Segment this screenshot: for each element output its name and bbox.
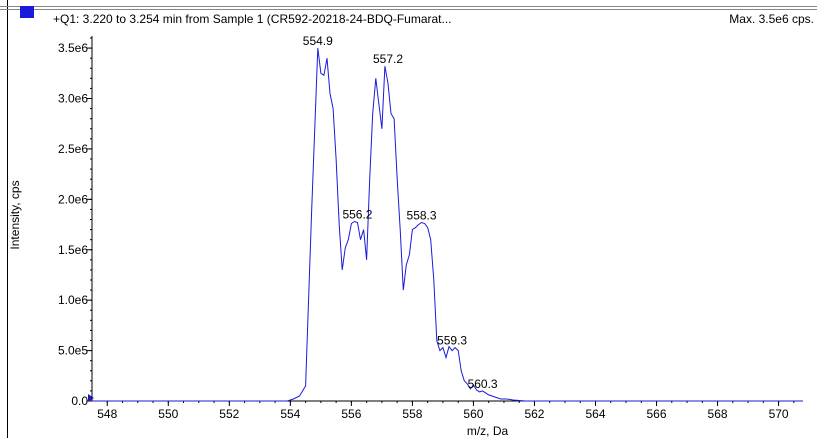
window-left-border bbox=[7, 0, 8, 438]
trace-color-marker bbox=[20, 6, 34, 18]
y-tick-label: 2.0e6 bbox=[58, 192, 88, 206]
peak-label: 558.3 bbox=[407, 209, 437, 223]
x-tick-label: 556 bbox=[341, 407, 361, 421]
y-tick-label: 2.5e6 bbox=[58, 142, 88, 156]
peak-label: 556.2 bbox=[342, 208, 372, 222]
origin-marker-icon bbox=[88, 394, 94, 402]
x-tick-label: 564 bbox=[585, 407, 605, 421]
x-tick-label: 568 bbox=[708, 407, 728, 421]
x-tick-label: 558 bbox=[402, 407, 422, 421]
x-tick-label: 566 bbox=[647, 407, 667, 421]
x-axis-title: m/z, Da bbox=[467, 424, 509, 438]
header-rule-2 bbox=[0, 9, 817, 10]
y-tick-label: 1.0e6 bbox=[58, 293, 88, 307]
x-tick-label: 560 bbox=[463, 407, 483, 421]
peak-label: 560.3 bbox=[468, 377, 498, 391]
x-tick-label: 554 bbox=[280, 407, 300, 421]
y-tick-label: 0.0 bbox=[71, 394, 88, 408]
x-tick-label: 548 bbox=[97, 407, 117, 421]
peak-label: 559.3 bbox=[437, 334, 467, 348]
x-tick-label: 552 bbox=[219, 407, 239, 421]
y-tick-label: 1.5e6 bbox=[58, 243, 88, 257]
x-tick-label: 570 bbox=[769, 407, 789, 421]
x-tick-label: 562 bbox=[524, 407, 544, 421]
peak-label: 554.9 bbox=[303, 34, 333, 48]
max-intensity-label: Max. 3.5e6 cps. bbox=[729, 12, 814, 26]
x-tick-label: 550 bbox=[158, 407, 178, 421]
header-rule bbox=[0, 6, 817, 7]
spectrum-trace bbox=[92, 48, 803, 402]
y-tick-label: 5.0e5 bbox=[58, 344, 88, 358]
peak-label: 557.2 bbox=[373, 52, 403, 66]
y-tick-label: 3.5e6 bbox=[58, 41, 88, 55]
y-tick-label: 3.0e6 bbox=[58, 92, 88, 106]
chart-title: +Q1: 3.220 to 3.254 min from Sample 1 (C… bbox=[53, 12, 452, 26]
